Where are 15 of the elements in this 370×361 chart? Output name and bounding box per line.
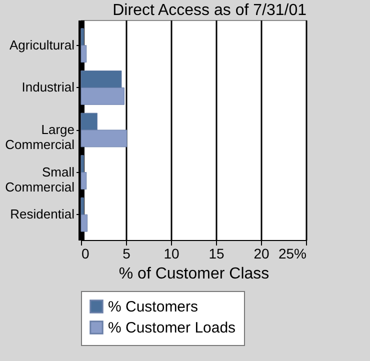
y-tick-label: Industrial <box>22 80 75 95</box>
x-axis-title: % of Customer Class <box>118 266 270 282</box>
chart-title: Direct Access as of 7/31/01 <box>112 2 307 19</box>
y-tick-label: Large Commercial <box>5 122 75 152</box>
x-tick-label: 20 <box>254 246 270 262</box>
x-tick-label: 10 <box>164 246 180 262</box>
legend-label: % Customer Loads <box>108 320 236 336</box>
legend-label: % Customers <box>108 298 198 316</box>
y-tick-label: Residential <box>10 206 75 222</box>
x-tick-label: 15 <box>208 246 224 262</box>
x-tick-label: 5 <box>122 246 131 262</box>
x-tick-label: 25% <box>278 246 306 262</box>
y-tick-label: Small Commercial <box>5 164 75 194</box>
x-tick-label: 0 <box>82 246 90 262</box>
y-tick-label: Agricultural <box>9 37 75 52</box>
